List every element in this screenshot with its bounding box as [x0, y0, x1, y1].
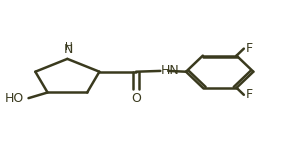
Text: H: H — [65, 42, 73, 52]
Text: N: N — [64, 43, 74, 56]
Text: O: O — [131, 92, 141, 105]
Text: F: F — [245, 42, 252, 55]
Text: HO: HO — [5, 92, 24, 105]
Text: F: F — [245, 88, 252, 101]
Text: HN: HN — [161, 64, 180, 77]
